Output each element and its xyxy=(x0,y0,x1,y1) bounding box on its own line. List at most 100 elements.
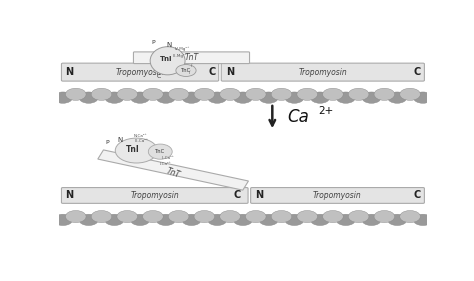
Ellipse shape xyxy=(176,65,196,76)
Text: III-Ca²⁺: III-Ca²⁺ xyxy=(135,139,149,144)
Circle shape xyxy=(208,214,227,226)
Circle shape xyxy=(271,88,292,100)
Circle shape xyxy=(91,88,112,100)
Circle shape xyxy=(362,92,381,103)
Circle shape xyxy=(79,214,98,226)
Ellipse shape xyxy=(148,144,172,159)
Circle shape xyxy=(194,88,215,100)
Text: N: N xyxy=(65,67,73,77)
Circle shape xyxy=(400,210,420,223)
Circle shape xyxy=(233,92,253,103)
FancyBboxPatch shape xyxy=(62,187,248,203)
Circle shape xyxy=(130,214,150,226)
Circle shape xyxy=(65,88,86,100)
Text: TnT: TnT xyxy=(184,53,199,62)
Circle shape xyxy=(348,88,369,100)
FancyBboxPatch shape xyxy=(134,52,249,64)
Circle shape xyxy=(91,210,112,223)
Circle shape xyxy=(413,92,433,103)
FancyBboxPatch shape xyxy=(221,63,424,81)
Text: N: N xyxy=(255,191,264,200)
Circle shape xyxy=(156,92,175,103)
Text: I-Ca²⁺: I-Ca²⁺ xyxy=(160,162,172,166)
Text: Tropomyosin: Tropomyosin xyxy=(299,68,347,77)
Circle shape xyxy=(182,214,201,226)
FancyBboxPatch shape xyxy=(251,187,424,203)
Circle shape xyxy=(388,92,407,103)
Text: III-Mg²⁺: III-Mg²⁺ xyxy=(173,53,188,58)
Circle shape xyxy=(259,214,278,226)
Circle shape xyxy=(220,210,240,223)
Circle shape xyxy=(388,214,407,226)
Circle shape xyxy=(374,210,395,223)
Circle shape xyxy=(233,214,253,226)
Circle shape xyxy=(208,92,227,103)
Ellipse shape xyxy=(115,138,157,163)
Polygon shape xyxy=(98,150,248,190)
Circle shape xyxy=(105,214,124,226)
Circle shape xyxy=(271,210,292,223)
Circle shape xyxy=(310,214,330,226)
Text: N: N xyxy=(167,42,172,47)
Circle shape xyxy=(156,214,175,226)
Text: Tropomyosin: Tropomyosin xyxy=(130,191,179,200)
Circle shape xyxy=(413,214,433,226)
Circle shape xyxy=(105,92,124,103)
Text: P: P xyxy=(105,140,109,145)
Text: P: P xyxy=(151,40,155,45)
Text: Ca: Ca xyxy=(287,108,309,126)
Circle shape xyxy=(117,210,137,223)
Circle shape xyxy=(374,88,395,100)
Circle shape xyxy=(246,88,266,100)
Text: TnC: TnC xyxy=(155,149,165,154)
Text: C: C xyxy=(208,67,215,77)
Ellipse shape xyxy=(150,47,185,75)
Circle shape xyxy=(168,210,189,223)
Circle shape xyxy=(53,92,73,103)
Text: TnT: TnT xyxy=(165,167,181,180)
Text: IV-Mg²⁺: IV-Mg²⁺ xyxy=(175,47,190,51)
Circle shape xyxy=(336,92,356,103)
Circle shape xyxy=(285,92,304,103)
Text: i: i xyxy=(191,63,192,68)
Circle shape xyxy=(194,210,215,223)
FancyBboxPatch shape xyxy=(62,63,219,81)
Text: TnI: TnI xyxy=(126,145,140,154)
Circle shape xyxy=(220,88,240,100)
Circle shape xyxy=(400,88,420,100)
Text: N: N xyxy=(65,191,73,200)
Text: C: C xyxy=(414,191,421,200)
Circle shape xyxy=(323,88,343,100)
Circle shape xyxy=(259,92,278,103)
Text: N-Ca²⁺: N-Ca²⁺ xyxy=(133,134,147,138)
Circle shape xyxy=(297,88,318,100)
Text: Tropomyosin: Tropomyosin xyxy=(116,68,164,77)
Circle shape xyxy=(323,210,343,223)
Circle shape xyxy=(143,88,163,100)
Text: N: N xyxy=(117,137,122,143)
Circle shape xyxy=(143,210,163,223)
Circle shape xyxy=(53,214,73,226)
Circle shape xyxy=(130,92,150,103)
Text: TnC: TnC xyxy=(181,68,191,73)
Circle shape xyxy=(348,210,369,223)
Text: TnI: TnI xyxy=(160,56,172,62)
Circle shape xyxy=(246,210,266,223)
Text: C: C xyxy=(156,74,161,80)
Circle shape xyxy=(362,214,381,226)
Text: i: i xyxy=(189,70,191,75)
Text: C: C xyxy=(234,191,241,200)
Circle shape xyxy=(285,214,304,226)
Text: II-Ca²⁺: II-Ca²⁺ xyxy=(161,156,174,160)
Circle shape xyxy=(65,210,86,223)
Circle shape xyxy=(168,88,189,100)
Circle shape xyxy=(297,210,318,223)
Circle shape xyxy=(310,92,330,103)
Circle shape xyxy=(182,92,201,103)
Text: 2+: 2+ xyxy=(318,106,334,116)
Circle shape xyxy=(79,92,98,103)
Circle shape xyxy=(336,214,356,226)
Circle shape xyxy=(117,88,137,100)
Text: C: C xyxy=(414,67,421,77)
Text: N: N xyxy=(226,67,234,77)
